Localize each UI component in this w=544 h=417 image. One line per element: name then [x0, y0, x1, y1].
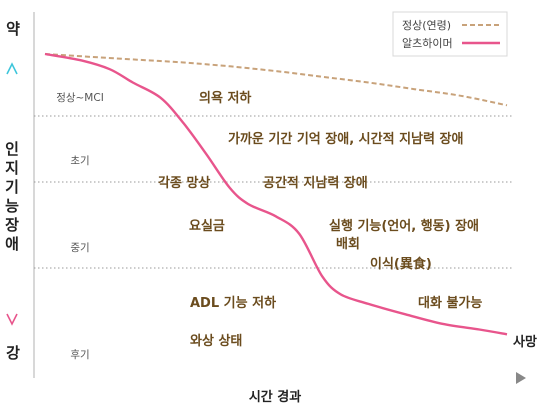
annotation-no-conversation: 대화 불가능 — [418, 295, 482, 311]
y-axis-label-char: 능 — [5, 197, 19, 215]
series-line-alzheimer — [44, 52, 508, 336]
annotation-pica: 이식(異食) — [370, 256, 432, 272]
annotation-bedridden: 와상 상태 — [190, 333, 242, 349]
y-axis-label-char: 장 — [5, 216, 19, 234]
annotation-incontinence: 요실금 — [189, 218, 225, 234]
y-arrow-down-icon — [6, 313, 18, 326]
annotation-adl-decline: ADL 기능 저하 — [190, 295, 276, 311]
stage-label-normal-mci: 정상~MCI — [56, 92, 104, 104]
legend-box — [392, 11, 508, 57]
y-axis-label-char: 지 — [5, 159, 19, 177]
annotation-recent-memory: 가까운 기간 기억 장애, 시간적 지남력 장애 — [228, 131, 463, 147]
y-bottom-label: 강 — [6, 344, 20, 362]
y-top-label: 약 — [6, 20, 20, 38]
annotation-delusions: 각종 망상 — [158, 175, 210, 191]
end-label-death: 사망 — [513, 334, 537, 350]
annotation-spatial-orientation: 공간적 지남력 장애 — [263, 175, 368, 191]
legend-label-alzheimer: 알츠하이머 — [402, 36, 453, 50]
y-axis-label-char: 애 — [5, 235, 19, 253]
x-axis-label: 시간 경과 — [249, 389, 301, 405]
legend-label-normal: 정상(연령) — [402, 19, 451, 32]
stage-label-early: 초기 — [70, 155, 89, 167]
annotation-executive-function: 실행 기능(언어, 행동) 장애 — [329, 218, 479, 234]
annotation-wandering: 배회 — [336, 236, 360, 252]
y-axis-label-char: 기 — [5, 178, 19, 196]
annotation-apathy: 의욕 저하 — [199, 90, 251, 106]
x-axis-arrow-icon — [516, 372, 526, 384]
stage-label-middle: 중기 — [70, 242, 89, 254]
series-line-normal — [44, 53, 508, 107]
legend: 정상(연령) 알츠하이머 — [392, 11, 508, 57]
stage-label-late: 후기 — [70, 349, 89, 361]
y-axis-label-char: 인 — [5, 140, 19, 158]
y-arrow-up-icon — [6, 62, 18, 75]
